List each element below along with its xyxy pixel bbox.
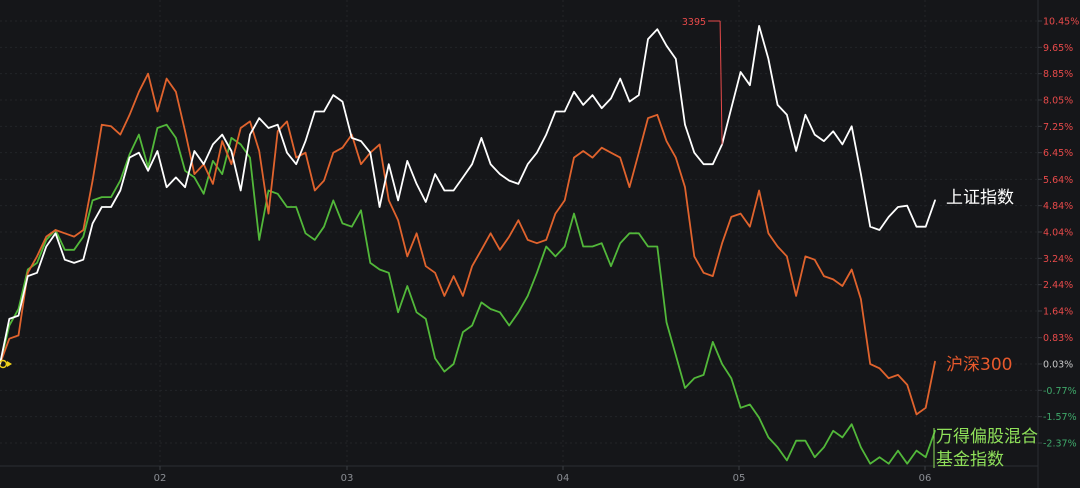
x-tick-label: 06 — [919, 473, 932, 484]
y-tick-label: 6.45% — [1043, 148, 1073, 159]
y-tick-label: 1.64% — [1043, 307, 1073, 318]
gridlines — [0, 0, 1039, 488]
y-tick-label: 8.85% — [1043, 69, 1073, 80]
y-tick-label: -2.37% — [1043, 439, 1077, 450]
y-tick-label: 2.44% — [1043, 280, 1073, 291]
x-tick-label: 03 — [341, 473, 354, 484]
series-line-0 — [0, 24, 936, 365]
x-tick-label: 05 — [733, 473, 746, 484]
y-tick-label: 10.45% — [1043, 17, 1079, 28]
series-line-2 — [0, 123, 936, 465]
legend-label-2: 基金指数 — [936, 450, 1004, 470]
annotation-stem — [719, 20, 723, 145]
start-marker-arrow — [7, 361, 12, 367]
y-tick-label: 4.04% — [1043, 228, 1073, 239]
y-tick-label: 0.03% — [1043, 360, 1073, 371]
legend-label-2: 万得偏股混合 — [936, 427, 1038, 447]
x-tick-label: 04 — [557, 473, 570, 484]
y-tick-label: 8.05% — [1043, 96, 1073, 107]
legend-label-1: 沪深300 — [946, 355, 1012, 375]
annotation-layer: 3395 — [682, 17, 723, 145]
legend-label-0: 上证指数 — [946, 188, 1014, 208]
y-tick-label: 9.65% — [1043, 43, 1073, 54]
y-tick-label: 0.83% — [1043, 333, 1073, 344]
y-tick-label: -0.77% — [1043, 386, 1077, 397]
y-axis: 10.45% 9.65% 8.85% 8.05% 7.25% 6.45% 5.64% 4.84… — [1038, 17, 1079, 450]
y-tick-label: 5.64% — [1043, 175, 1073, 186]
y-tick-label: 7.25% — [1043, 122, 1073, 133]
y-tick-label: -1.57% — [1043, 412, 1077, 423]
start-marker — [0, 359, 8, 369]
annotation-label: 3395 — [682, 17, 706, 28]
series-line-1 — [0, 72, 936, 416]
y-tick-label: 3.24% — [1043, 254, 1073, 265]
x-axis: 02 03 04 05 06 — [154, 466, 932, 484]
x-tick-label: 02 — [154, 473, 167, 484]
y-tick-label: 4.84% — [1043, 201, 1073, 212]
series-lines — [0, 24, 936, 465]
